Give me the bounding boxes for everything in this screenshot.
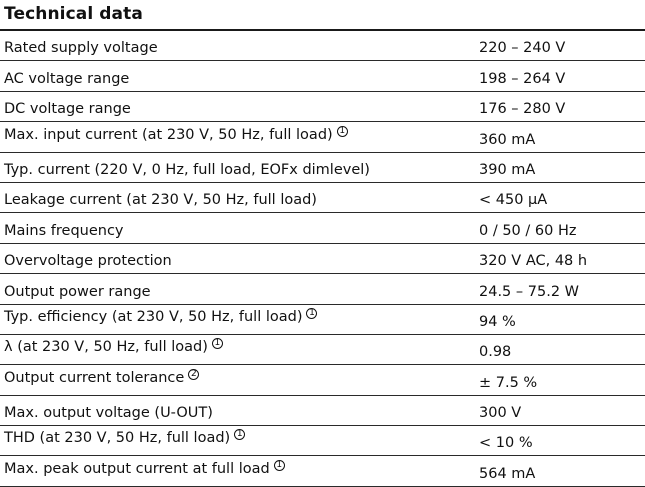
- spec-value: 300 V: [479, 405, 522, 422]
- spec-value: 198 – 264 V: [479, 70, 566, 87]
- spec-row-leakage-current: Leakage current (at 230 V, 50 Hz, full l…: [0, 183, 645, 214]
- spec-row-dc-voltage-range: DC voltage range 176 – 280 V: [0, 92, 645, 123]
- spec-row-thd: THD (at 230 V, 50 Hz, full load) 1 < 10 %: [0, 426, 645, 457]
- spec-label: DC voltage range: [4, 101, 131, 118]
- spec-value: ± 7.5 %: [479, 374, 538, 391]
- footnote-marker: 1: [211, 338, 223, 350]
- spec-row-typ-current: Typ. current (220 V, 0 Hz, full load, EO…: [0, 153, 645, 183]
- spec-label: AC voltage range: [4, 70, 130, 87]
- spec-value: 564 mA: [479, 465, 536, 482]
- spec-row-max-input-current: Max. input current (at 230 V, 50 Hz, ful…: [0, 122, 645, 153]
- spec-row-output-current-tolerance: Output current tolerance 2 ± 7.5 %: [0, 365, 645, 396]
- spec-label: Typ. current (220 V, 0 Hz, full load, EO…: [4, 161, 370, 178]
- spec-value: 390 mA: [479, 161, 536, 178]
- spec-label: λ (at 230 V, 50 Hz, full load) 1: [4, 338, 223, 356]
- spec-row-mains-frequency: Mains frequency 0 / 50 / 60 Hz: [0, 213, 645, 244]
- title-divider: [0, 29, 645, 31]
- spec-value: 220 – 240 V: [479, 40, 566, 57]
- spec-label: Output current tolerance 2: [4, 368, 200, 387]
- footnote-marker: 2: [188, 368, 200, 380]
- spec-label: Typ. efficiency (at 230 V, 50 Hz, full l…: [4, 307, 318, 326]
- section-title: Technical data: [4, 4, 143, 24]
- spec-label: Leakage current (at 230 V, 50 Hz, full l…: [4, 192, 317, 209]
- spec-label: THD (at 230 V, 50 Hz, full load) 1: [4, 429, 246, 447]
- spec-value: 0.98: [479, 344, 512, 361]
- footnote-marker: 1: [234, 429, 246, 441]
- spec-row-rated-supply-voltage: Rated supply voltage 220 – 240 V: [0, 31, 645, 62]
- spec-value: 94 %: [479, 313, 516, 330]
- spec-row-max-output-voltage: Max. output voltage (U-OUT) 300 V: [0, 396, 645, 427]
- spec-label: Max. input current (at 230 V, 50 Hz, ful…: [4, 125, 348, 144]
- footnote-marker: 1: [273, 459, 285, 471]
- spec-row-typ-efficiency: Typ. efficiency (at 230 V, 50 Hz, full l…: [0, 305, 645, 335]
- spec-row-lambda: λ (at 230 V, 50 Hz, full load) 1 0.98: [0, 335, 645, 366]
- spec-value: 0 / 50 / 60 Hz: [479, 222, 577, 239]
- spec-value: 320 V AC, 48 h: [479, 253, 588, 270]
- footnote-marker: 1: [336, 125, 348, 137]
- spec-value: 24.5 – 75.2 W: [479, 283, 579, 300]
- spec-value: 176 – 280 V: [479, 101, 566, 118]
- spec-row-output-power-range: Output power range 24.5 – 75.2 W: [0, 274, 645, 305]
- spec-label: Overvoltage protection: [4, 253, 172, 270]
- spec-table: Rated supply voltage 220 – 240 V AC volt…: [0, 31, 645, 487]
- spec-label: Max. output voltage (U-OUT): [4, 405, 213, 422]
- footnote-marker: 1: [306, 307, 318, 319]
- spec-label: Output power range: [4, 283, 151, 300]
- spec-label: Mains frequency: [4, 222, 124, 239]
- spec-label: Rated supply voltage: [4, 40, 158, 57]
- spec-row-max-peak-output-current: Max. peak output current at full load 1 5…: [0, 456, 645, 487]
- spec-row-ac-voltage-range: AC voltage range 198 – 264 V: [0, 61, 645, 92]
- spec-value: < 450 µA: [479, 192, 548, 209]
- spec-label: Max. peak output current at full load 1: [4, 459, 285, 478]
- spec-value: 360 mA: [479, 131, 536, 148]
- spec-row-overvoltage-protection: Overvoltage protection 320 V AC, 48 h: [0, 244, 645, 275]
- spec-value: < 10 %: [479, 435, 533, 452]
